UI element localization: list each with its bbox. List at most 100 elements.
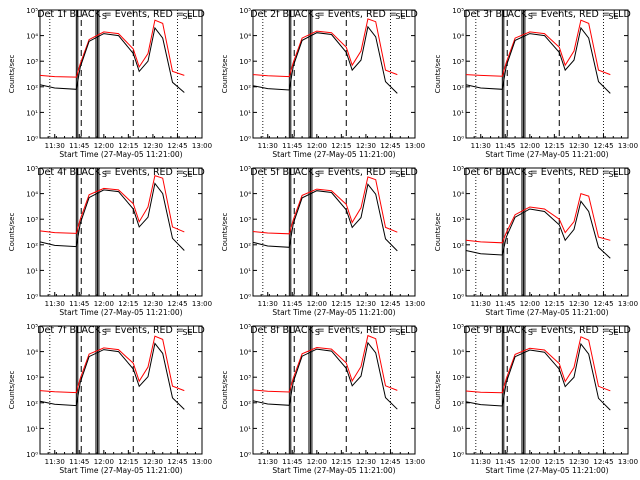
x-tick-label: 12:15 <box>331 300 351 308</box>
flag-label: S <box>528 170 533 179</box>
y-tick-label: 10² <box>239 400 251 408</box>
x-tick-label: 13:00 <box>192 300 212 308</box>
lld-series-line <box>252 334 398 393</box>
y-tick-label: 10¹ <box>239 267 251 275</box>
events-series-line <box>39 26 185 93</box>
flag-label: S <box>315 170 320 179</box>
x-tick-label: 11:30 <box>471 300 491 308</box>
y-tick-label: 10⁰ <box>452 135 464 143</box>
panel-title: Det 2f BLACK = Events, RED = LLD <box>250 9 418 20</box>
x-tick-label: 12:15 <box>544 142 564 150</box>
panel-title: Det 7f BLACK = Events, RED = LLD <box>37 325 205 336</box>
x-tick-label: 12:00 <box>94 300 114 308</box>
y-tick-label: 10⁴ <box>239 349 251 357</box>
y-tick-label: 10⁰ <box>26 293 38 301</box>
y-tick-label: 10² <box>26 84 38 92</box>
y-axis-label: Counts/sec <box>8 213 16 252</box>
x-tick-label: 11:30 <box>258 458 278 466</box>
y-tick-label: 10⁴ <box>452 349 464 357</box>
x-tick-label: 12:30 <box>143 142 163 150</box>
x-tick-label: 12:30 <box>143 458 163 466</box>
y-tick-label: 10⁰ <box>452 451 464 459</box>
x-tick-label: 12:45 <box>380 142 400 150</box>
x-tick-label: 11:45 <box>282 300 302 308</box>
plot-frame <box>465 167 629 297</box>
events-series-line <box>252 183 398 252</box>
x-tick-label: 12:15 <box>544 458 564 466</box>
x-tick-label: 11:45 <box>69 142 89 150</box>
panel-title: Det 1f BLACK = Events, RED = LLD <box>37 9 205 20</box>
lld-series-line <box>465 19 611 77</box>
panel-title: Det 5f BLACK = Events, RED = LLD <box>250 167 418 178</box>
y-tick-label: 10¹ <box>452 267 464 275</box>
y-tick-label: 10² <box>26 242 38 250</box>
flag-label: S <box>528 12 533 21</box>
lld-series-line <box>39 335 185 394</box>
events-series-line <box>465 342 611 411</box>
y-tick-label: 10⁵ <box>239 323 251 331</box>
x-tick-label: 12:00 <box>520 458 540 466</box>
x-tick-label: 12:30 <box>356 300 376 308</box>
flag-label: SE <box>608 328 618 337</box>
panel-title: Det 6f BLACK = Events, RED = LLD <box>463 167 631 178</box>
x-tick-label: 13:00 <box>618 300 638 308</box>
x-axis-label: Start Time (27-May-05 11:21:00) <box>485 150 608 159</box>
plot-frame <box>39 167 203 297</box>
x-tick-label: 12:00 <box>520 142 540 150</box>
lld-series-line <box>39 19 185 78</box>
flag-label: SE <box>395 328 405 337</box>
x-tick-label: 13:00 <box>192 142 212 150</box>
x-tick-label: 11:45 <box>495 458 515 466</box>
flag-label: SE <box>182 12 192 21</box>
y-axis-label: Counts/sec <box>221 55 229 94</box>
panel-title: Det 3f BLACK = Events, RED = LLD <box>463 9 631 20</box>
y-tick-label: 10³ <box>452 216 464 224</box>
plot-frame <box>39 9 203 139</box>
x-tick-label: 11:30 <box>471 142 491 150</box>
x-tick-label: 12:30 <box>356 458 376 466</box>
x-tick-label: 11:45 <box>69 300 89 308</box>
x-tick-label: 12:45 <box>167 142 187 150</box>
x-tick-label: 12:45 <box>167 300 187 308</box>
x-tick-label: 12:45 <box>593 142 613 150</box>
y-tick-label: 10⁰ <box>26 451 38 459</box>
x-tick-label: 11:30 <box>471 458 491 466</box>
y-tick-label: 10³ <box>452 374 464 382</box>
x-tick-label: 12:30 <box>143 300 163 308</box>
plot-frame <box>252 9 416 139</box>
panel-4: Det 4f BLACK = Events, RED = LLD 10⁰ 10¹ 10… <box>8 165 212 317</box>
x-tick-label: 12:00 <box>520 300 540 308</box>
flag-label: S <box>315 328 320 337</box>
x-tick-label: 12:30 <box>569 300 589 308</box>
panel-title: Det 4f BLACK = Events, RED = LLD <box>37 167 205 178</box>
plot-frame <box>465 325 629 455</box>
y-tick-label: 10¹ <box>26 267 38 275</box>
panel-3: Det 3f BLACK = Events, RED = LLD 10⁰ 10¹ 10… <box>434 7 638 159</box>
flag-label: SE <box>608 170 618 179</box>
y-tick-label: 10² <box>452 242 464 250</box>
x-tick-label: 11:45 <box>69 458 89 466</box>
x-tick-label: 12:45 <box>167 458 187 466</box>
x-tick-label: 11:30 <box>258 142 278 150</box>
x-tick-label: 13:00 <box>618 458 638 466</box>
x-tick-label: 12:00 <box>94 458 114 466</box>
x-tick-label: 11:30 <box>45 142 65 150</box>
flag-label: S <box>528 328 533 337</box>
y-axis-label: Counts/sec <box>221 371 229 410</box>
x-tick-label: 11:45 <box>282 142 302 150</box>
y-tick-label: 10³ <box>239 216 251 224</box>
y-tick-label: 10⁵ <box>26 7 38 15</box>
flag-label: S <box>315 12 320 21</box>
x-tick-label: 12:00 <box>307 300 327 308</box>
x-tick-label: 11:30 <box>45 300 65 308</box>
flag-label: SE <box>182 170 192 179</box>
events-series-line <box>39 342 185 410</box>
x-axis-label: Start Time (27-May-05 11:21:00) <box>59 308 182 317</box>
flag-label: S <box>102 12 107 21</box>
y-tick-label: 10⁴ <box>452 191 464 199</box>
y-tick-label: 10² <box>239 84 251 92</box>
plot-frame <box>465 9 629 139</box>
y-axis-label: Counts/sec <box>434 55 442 94</box>
panel-9: Det 9f BLACK = Events, RED = LLD 10⁰ 10¹ 10… <box>434 323 638 475</box>
panel-title: Det 9f BLACK = Events, RED = LLD <box>463 325 631 336</box>
